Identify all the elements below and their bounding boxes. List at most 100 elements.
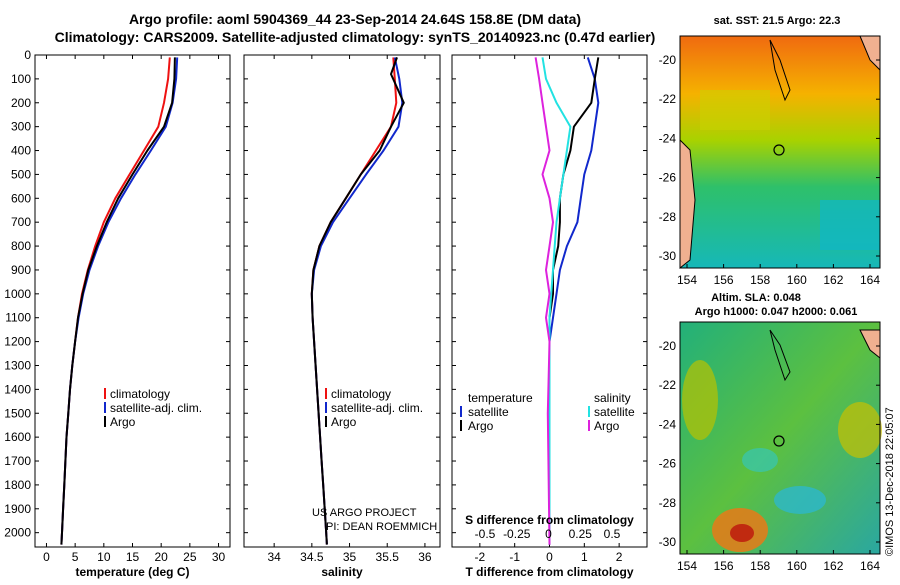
sla-map-reef-outline — [769, 329, 791, 382]
x-tick-label: 34.5 — [300, 550, 324, 564]
sst-map-cool-patch — [820, 200, 880, 250]
lat-tick-label: -28 — [659, 210, 677, 224]
s-tick-label: 0 — [545, 527, 552, 541]
lon-tick-label: 158 — [750, 559, 770, 573]
lat-tick-label: -30 — [659, 535, 677, 549]
project-annotation: US ARGO PROJECT — [312, 507, 417, 519]
s-tick-label: 0.5 — [604, 527, 621, 541]
depth-tick-label: 500 — [11, 167, 31, 181]
x-tick-label: 15 — [126, 550, 140, 564]
legend-label: Argo — [468, 419, 494, 433]
sla-map-axes: 154 156 158 160 162 164 -20 -22 -24 -26 -28 -30 — [659, 339, 881, 573]
sst-map-title: sat. SST: 21.5 Argo: 22.3 — [714, 15, 841, 27]
x-axis-label: T difference from climatology — [465, 565, 633, 579]
series-line-s-argo — [534, 57, 554, 545]
sst-map-argo-marker — [773, 144, 785, 156]
lon-tick-label: 154 — [677, 559, 697, 573]
lon-tick-label: 162 — [823, 273, 843, 287]
x-tick-label: 34 — [267, 550, 281, 564]
sla-map-title-2: Argo h1000: 0.047 h2000: 0.061 — [695, 306, 858, 318]
depth-tick-label: 1600 — [4, 430, 31, 444]
lat-tick-label: -22 — [659, 92, 677, 106]
sla-map-blob-yellow-1 — [838, 402, 882, 458]
title-line-1: Argo profile: aoml 5904369_44 23-Sep-201… — [129, 11, 581, 27]
x-tick-label: 0 — [43, 550, 50, 564]
depth-tick-label: 900 — [11, 263, 31, 277]
lat-tick-label: -20 — [659, 339, 677, 353]
s-tick-label: -0.25 — [503, 527, 531, 541]
lon-tick-label: 156 — [714, 273, 734, 287]
lat-tick-label: -22 — [659, 378, 677, 392]
depth-tick-label: 1300 — [4, 358, 31, 372]
legend-label: satellite-adj. clim. — [331, 401, 423, 415]
panel-frame — [243, 54, 441, 548]
x-tick-label: 5 — [72, 550, 79, 564]
depth-tick-label: 200 — [11, 96, 31, 110]
lon-tick-label: 154 — [677, 273, 697, 287]
sla-map-blob-cyan-2 — [742, 448, 778, 472]
footer-stamp: ©IMOS 13-Dec-2018 22:05:07 — [884, 407, 896, 556]
lat-tick-label: -30 — [659, 249, 677, 263]
lon-tick-label: 158 — [750, 273, 770, 287]
title-line-2: Climatology: CARS2009. Satellite-adjuste… — [55, 29, 656, 45]
depth-tick-label: 300 — [11, 120, 31, 134]
sla-map-blob-red — [730, 524, 754, 542]
legend-label: satellite — [468, 405, 509, 419]
legend-title-salinity: salinity — [594, 391, 631, 405]
depth-tick-label: 2000 — [4, 526, 31, 540]
sla-map-blob-yellow-2 — [682, 360, 718, 440]
depth-tick-label: 1800 — [4, 478, 31, 492]
sst-map-warm-patch — [700, 90, 770, 130]
s-tick-label: -0.5 — [475, 527, 496, 541]
sla-map-title: Altim. SLA: 0.048 — [711, 292, 801, 304]
series-line-argo — [310, 57, 405, 545]
sla-map-frame — [679, 321, 881, 555]
legend-label: Argo — [110, 415, 136, 429]
x-tick-label: -1 — [509, 550, 520, 564]
depth-tick-label: 1200 — [4, 335, 31, 349]
lat-tick-label: -24 — [659, 131, 677, 145]
legend-label: climatology — [110, 387, 170, 401]
x-tick-label: 10 — [97, 550, 111, 564]
x-tick-label: 20 — [154, 550, 168, 564]
lat-tick-label: -24 — [659, 417, 677, 431]
lon-tick-label: 160 — [787, 559, 807, 573]
lon-tick-label: 160 — [787, 273, 807, 287]
lat-tick-label: -28 — [659, 496, 677, 510]
depth-tick-label: 1000 — [4, 287, 31, 301]
legend-label: Argo — [594, 419, 620, 433]
depth-tick-label: 100 — [11, 72, 31, 86]
legend-label: satellite — [594, 405, 635, 419]
depth-tick-label: 1100 — [5, 311, 31, 325]
s-axis-label: S difference from climatology — [465, 513, 634, 527]
legend-title-temperature: temperature — [468, 391, 533, 405]
depth-tick-label: 1700 — [4, 454, 31, 468]
sst-map: sat. SST: 21.5 Argo: 22.3 — [679, 15, 881, 270]
x-tick-label: -2 — [475, 550, 486, 564]
depth-tick-label: 700 — [11, 215, 31, 229]
salinity-panel: 34 34.5 35 35.5 36 salinity climatologysatelli… — [243, 54, 441, 579]
lon-tick-label: 156 — [714, 559, 734, 573]
s-tick-label: 0.25 — [569, 527, 593, 541]
depth-axis: 0 100 200 300 400 500 600 700 800 900 1000 1100 1200… — [4, 48, 31, 540]
depth-tick-label: 1500 — [4, 406, 31, 420]
series-line-t-satellite — [548, 57, 600, 545]
x-tick-label: 25 — [183, 550, 197, 564]
depth-tick-label: 600 — [11, 191, 31, 205]
sst-map-axes: 154 156 158 160 162 164 -20 -22 -24 -26 -28 -30 — [659, 53, 881, 287]
x-tick-label: 35.5 — [376, 550, 400, 564]
series-line-argo — [60, 57, 176, 545]
sla-map: Altim. SLA: 0.048 Argo h1000: 0.047 h200… — [679, 292, 882, 555]
x-tick-label: 35 — [343, 550, 357, 564]
depth-tick-label: 400 — [11, 144, 31, 158]
x-axis-label: temperature (deg C) — [75, 565, 189, 579]
lon-tick-label: 164 — [860, 273, 880, 287]
sla-map-blob-cyan-1 — [774, 486, 826, 514]
x-tick-label: 30 — [212, 550, 226, 564]
depth-tick-label: 1400 — [4, 382, 31, 396]
panel-frame — [34, 54, 231, 548]
x-tick-label: 2 — [616, 550, 623, 564]
lon-tick-label: 162 — [823, 559, 843, 573]
